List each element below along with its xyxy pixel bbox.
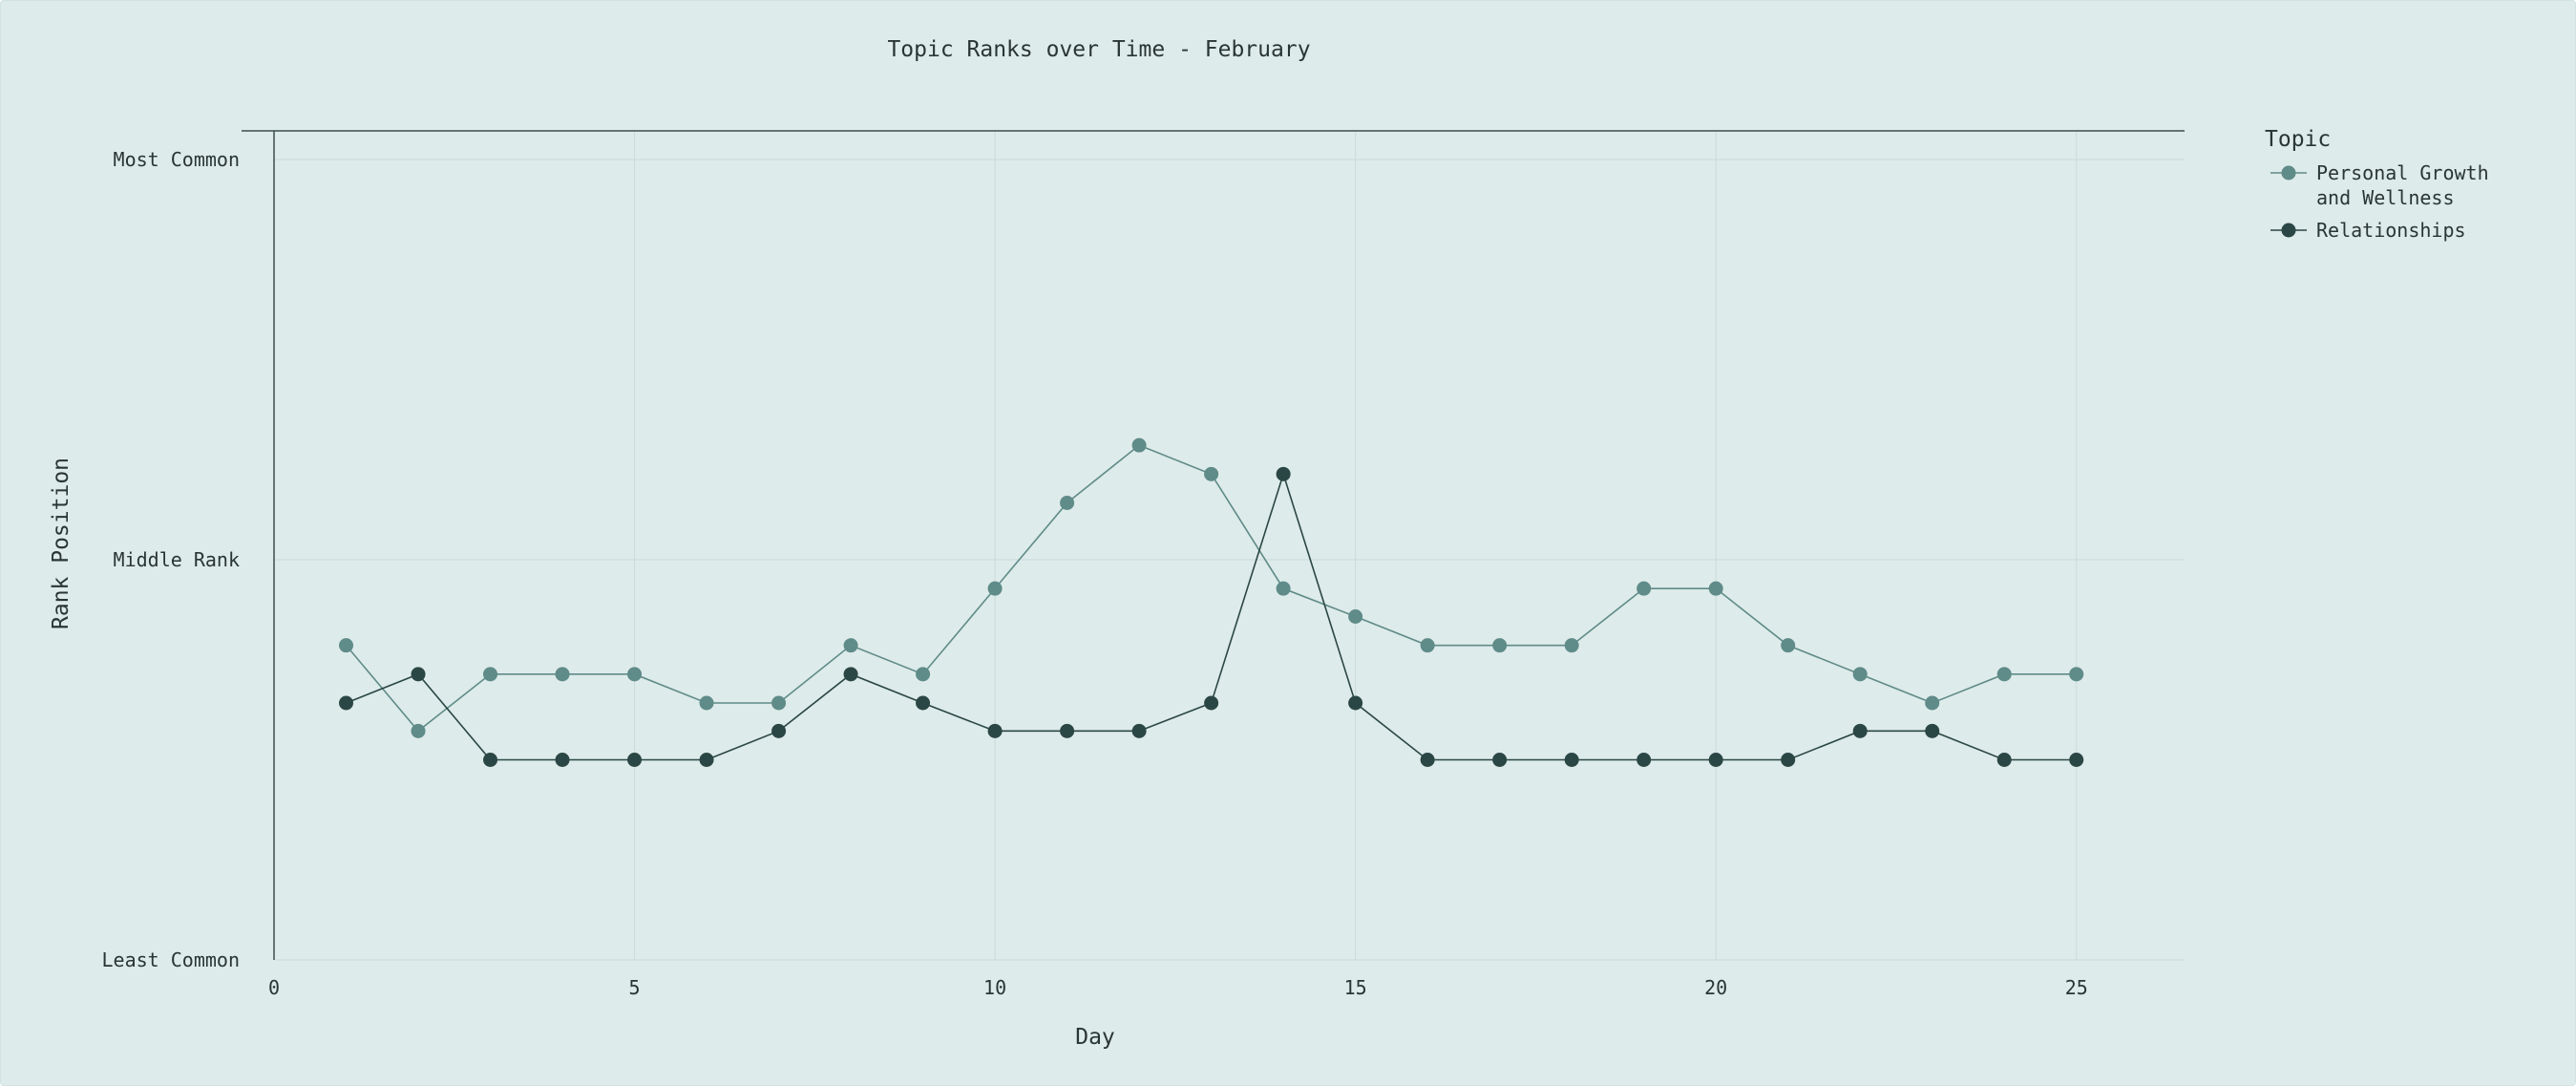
- data-point: [1636, 753, 1652, 767]
- x-tick-label: 5: [629, 976, 641, 999]
- x-axis-title: Day: [1075, 1025, 1115, 1050]
- data-point: [411, 667, 426, 682]
- legend-title: Topic: [2265, 127, 2331, 152]
- series-layer: [339, 437, 2084, 767]
- data-point: [699, 753, 714, 767]
- data-point: [2069, 667, 2084, 682]
- data-point: [1348, 608, 1363, 624]
- data-point: [1060, 723, 1075, 738]
- legend: Topic Personal Growth and Wellness Relatio…: [2265, 127, 2489, 242]
- legend-label: Personal Growth and Wellness: [2316, 161, 2489, 209]
- data-point: [1204, 466, 1219, 481]
- data-point: [1925, 695, 1940, 711]
- data-point: [1708, 753, 1723, 767]
- data-point: [627, 667, 643, 682]
- x-tick-label: 15: [1344, 976, 1367, 999]
- data-point: [411, 723, 426, 738]
- data-point: [1925, 723, 1940, 738]
- series-line: [346, 471, 2077, 761]
- y-tick-label: Least Common: [102, 948, 241, 971]
- data-point: [483, 667, 498, 682]
- legend-label: Relationships: [2316, 219, 2466, 242]
- data-point: [1636, 581, 1652, 596]
- y-tick-label: Most Common: [114, 148, 240, 171]
- legend-marker: [2281, 223, 2296, 238]
- data-point: [987, 581, 1003, 596]
- data-point: [1492, 753, 1508, 767]
- data-point: [339, 695, 354, 711]
- chart-title: Topic Ranks over Time - February: [887, 37, 1310, 62]
- data-point: [1492, 638, 1508, 653]
- data-point: [1060, 496, 1075, 511]
- data-point: [916, 695, 931, 711]
- data-point: [1708, 581, 1723, 596]
- data-point: [483, 753, 498, 767]
- data-point: [339, 638, 354, 653]
- data-point: [555, 753, 570, 767]
- data-point: [1564, 638, 1579, 653]
- y-axis-title: Rank Position: [49, 458, 74, 629]
- data-point: [1131, 723, 1147, 738]
- series-line: [345, 444, 2077, 733]
- data-point: [1131, 437, 1147, 453]
- x-tick-label: 25: [2065, 976, 2088, 999]
- data-point: [916, 667, 931, 682]
- grid: [274, 131, 2185, 961]
- data-point: [1564, 753, 1579, 767]
- axes: 0 5 10 15 20 25 Most Common Middle Rank Least Co…: [102, 130, 2185, 999]
- data-point: [987, 723, 1003, 738]
- data-point: [699, 695, 714, 711]
- data-point: [627, 753, 643, 767]
- data-point: [1781, 753, 1796, 767]
- x-tick-label: 0: [268, 976, 280, 999]
- data-point: [1852, 667, 1868, 682]
- data-point: [771, 695, 787, 711]
- data-point: [1996, 753, 2012, 767]
- data-point: [1852, 723, 1868, 738]
- data-point: [843, 638, 858, 653]
- data-point: [1348, 695, 1363, 711]
- data-point: [1276, 466, 1291, 481]
- data-point: [1204, 695, 1219, 711]
- data-point: [843, 667, 858, 682]
- x-tick-label: 10: [983, 976, 1006, 999]
- data-point: [1420, 638, 1435, 653]
- data-point: [1276, 581, 1291, 596]
- data-point: [1420, 753, 1435, 767]
- data-point: [555, 667, 570, 682]
- legend-marker: [2281, 165, 2296, 181]
- y-tick-label: Middle Rank: [114, 548, 240, 571]
- data-point: [2069, 753, 2084, 767]
- x-tick-label: 20: [1704, 976, 1727, 999]
- data-point: [1781, 638, 1796, 653]
- data-point: [771, 723, 787, 738]
- data-point: [1996, 667, 2012, 682]
